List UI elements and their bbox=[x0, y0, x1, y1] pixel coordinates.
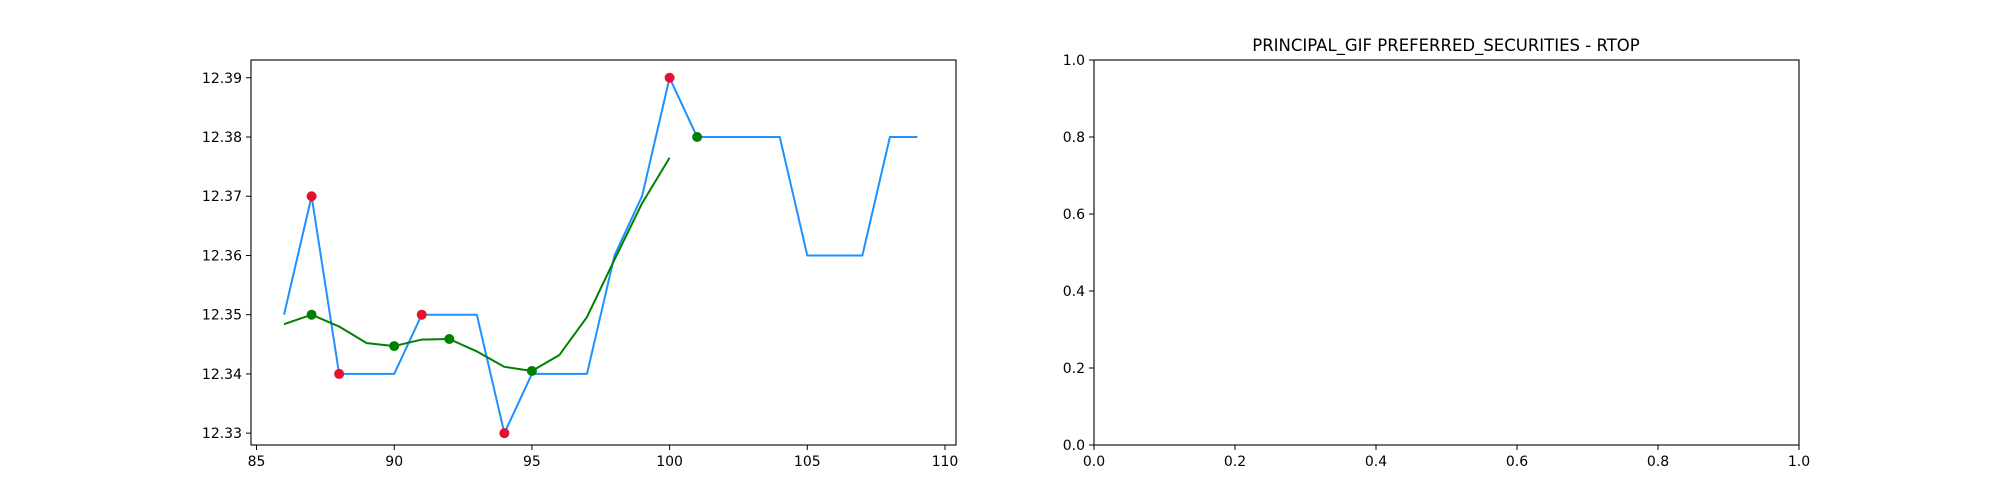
left-series-3-point bbox=[444, 333, 455, 344]
left-y-tick-label: 12.39 bbox=[202, 71, 242, 87]
right-x-tick-label: 0.0 bbox=[1083, 454, 1105, 470]
left-series-1-line bbox=[283, 157, 671, 372]
right-y-axis: 0.0 0.2 0.4 0.6 0.8 1.0 bbox=[1063, 53, 1094, 454]
right-y-tick-label: 0.8 bbox=[1063, 130, 1085, 146]
right-x-tick-label: 0.8 bbox=[1647, 454, 1669, 470]
left-series-3-point bbox=[389, 341, 400, 352]
right-y-tick-label: 0.2 bbox=[1063, 361, 1085, 377]
left-x-tick-label: 100 bbox=[656, 454, 683, 470]
right-x-tick-label: 0.2 bbox=[1224, 454, 1246, 470]
right-x-tick-label: 1.0 bbox=[1788, 454, 1810, 470]
left-series-0-line bbox=[283, 76, 918, 435]
left-chart-panel: 85 90 95 100 105 110 12.3312.3412.3512.3612.3… bbox=[202, 59, 959, 470]
right-y-tick-label: 0.0 bbox=[1063, 438, 1085, 454]
right-x-axis: 0.0 0.2 0.4 0.6 0.8 1.0 bbox=[1083, 445, 1810, 470]
left-y-axis: 12.33 12.34 12.35 12.36 12.37 12.38 12.39 bbox=[202, 71, 251, 442]
left-series-3-point bbox=[526, 365, 537, 376]
left-series-2-point bbox=[334, 368, 345, 379]
right-axes-frame bbox=[1093, 59, 1800, 446]
left-series-3-point bbox=[306, 309, 317, 320]
left-y-tick-label: 12.36 bbox=[202, 248, 242, 264]
left-axes-frame bbox=[250, 59, 957, 446]
right-x-tick-label: 0.4 bbox=[1365, 454, 1387, 470]
left-x-tick-label: 90 bbox=[385, 454, 403, 470]
left-x-axis: 85 90 95 100 105 110 bbox=[248, 445, 959, 470]
left-plot-area bbox=[283, 72, 918, 439]
left-series-2-point bbox=[416, 309, 427, 320]
right-chart-panel: PRINCIPAL_GIF PREFERRED_SECURITIES - RTO… bbox=[1063, 36, 1810, 470]
left-x-tick-label: 110 bbox=[932, 454, 959, 470]
left-y-tick-label: 12.33 bbox=[202, 426, 242, 442]
left-y-tick-label: 12.35 bbox=[202, 308, 242, 324]
left-series-3-point bbox=[692, 132, 703, 142]
left-series-2-point bbox=[664, 72, 675, 83]
right-y-tick-label: 1.0 bbox=[1063, 53, 1085, 69]
left-series-2-point bbox=[499, 428, 510, 439]
left-y-tick-label: 12.34 bbox=[202, 367, 242, 383]
left-y-tick-label: 12.38 bbox=[202, 130, 242, 146]
left-x-tick-label: 85 bbox=[248, 454, 266, 470]
left-series-2-point bbox=[306, 191, 317, 202]
right-chart-title: PRINCIPAL_GIF PREFERRED_SECURITIES - RTO… bbox=[1252, 36, 1640, 56]
right-y-tick-label: 0.4 bbox=[1063, 284, 1085, 300]
right-y-tick-label: 0.6 bbox=[1063, 207, 1085, 223]
left-y-tick-label: 12.37 bbox=[202, 189, 242, 205]
left-x-tick-label: 105 bbox=[794, 454, 821, 470]
right-x-tick-label: 0.6 bbox=[1506, 454, 1528, 470]
left-x-tick-label: 95 bbox=[523, 454, 541, 470]
